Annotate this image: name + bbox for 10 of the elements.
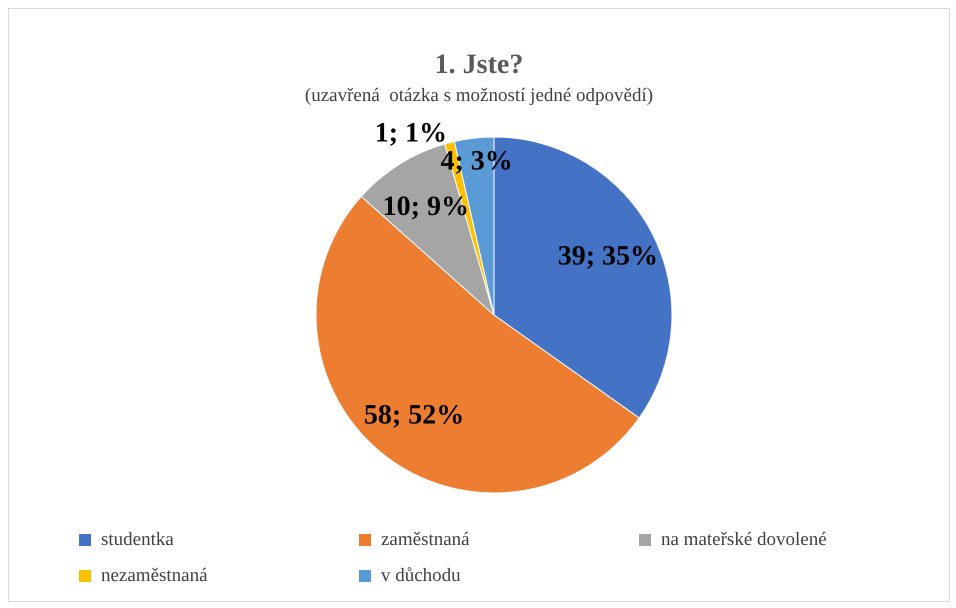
legend-label: nezaměstnaná [101,565,208,587]
legend-label: v důchodu [381,565,461,587]
legend-label: na mateřské dovolené [661,529,827,551]
legend-label: studentka [101,529,174,551]
legend-label: zaměstnaná [381,529,470,551]
data-label: 58; 52% [364,400,464,431]
chart-subtitle: (uzavřená otázka s možností jedné odpovědí) [304,85,654,107]
chart-title: 1. Jste? [434,49,524,81]
data-label: 1; 1% [374,117,448,148]
data-label: 39; 35% [558,240,658,272]
